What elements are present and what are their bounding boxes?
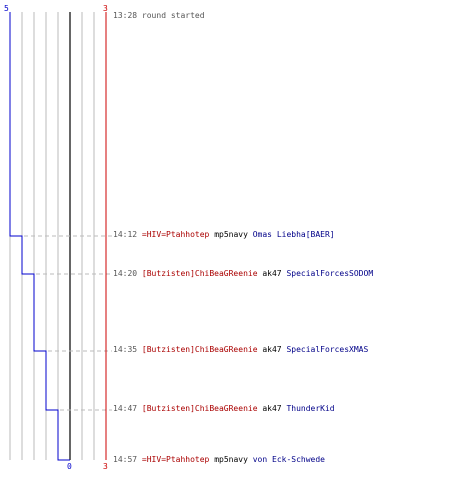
log-message: round started bbox=[141, 11, 205, 20]
log-victim: SpecialForcesSODOM bbox=[286, 269, 374, 278]
log-weapon: mp5navy bbox=[214, 230, 248, 239]
log-weapon: ak47 bbox=[262, 345, 282, 354]
log-time: 14:20 bbox=[113, 269, 138, 278]
log-time: 14:57 bbox=[113, 455, 138, 464]
log-weapon: mp5navy bbox=[214, 455, 248, 464]
log-killer: [Butzisten]ChiBeaGReenie bbox=[141, 269, 258, 278]
team-red-start-count: 3 bbox=[103, 4, 108, 13]
log-victim: ThunderKid bbox=[286, 404, 335, 413]
log-row-kill: 14:20 [Butzisten]ChiBeaGReenie ak47 Spec… bbox=[113, 269, 373, 279]
log-row-kill: 14:57 =HIV=Ptahhotep mp5navy von Eck-Sch… bbox=[113, 455, 325, 465]
log-weapon: ak47 bbox=[262, 269, 282, 278]
log-time: 14:12 bbox=[113, 230, 138, 239]
log-victim: Omas Liebha[BAER] bbox=[252, 230, 335, 239]
log-row-kill: 14:12 =HIV=Ptahhotep mp5navy Omas Liebha… bbox=[113, 230, 335, 240]
log-killer: =HIV=Ptahhotep bbox=[141, 230, 210, 239]
log-time: 13:28 bbox=[113, 11, 138, 20]
log-victim: SpecialForcesXMAS bbox=[286, 345, 369, 354]
team-red-end-count: 3 bbox=[103, 462, 108, 471]
team-blue-start-count: 5 bbox=[4, 4, 9, 13]
log-row-kill: 14:35 [Butzisten]ChiBeaGReenie ak47 Spec… bbox=[113, 345, 368, 355]
log-row-round-start: 13:28 round started bbox=[113, 11, 205, 21]
log-killer: [Butzisten]ChiBeaGReenie bbox=[141, 345, 258, 354]
round-progress-chart: 5 3 0 3 bbox=[4, 4, 112, 471]
log-killer: =HIV=Ptahhotep bbox=[141, 455, 210, 464]
log-row-kill: 14:47 [Butzisten]ChiBeaGReenie ak47 Thun… bbox=[113, 404, 335, 414]
team-blue-line bbox=[9, 12, 70, 461]
kill-event-dashes bbox=[10, 235, 112, 411]
team-blue-end-count: 0 bbox=[67, 462, 72, 471]
log-killer: [Butzisten]ChiBeaGReenie bbox=[141, 404, 258, 413]
log-time: 14:35 bbox=[113, 345, 138, 354]
log-weapon: ak47 bbox=[262, 404, 282, 413]
log-time: 14:47 bbox=[113, 404, 138, 413]
log-victim: von Eck-Schwede bbox=[252, 455, 325, 464]
